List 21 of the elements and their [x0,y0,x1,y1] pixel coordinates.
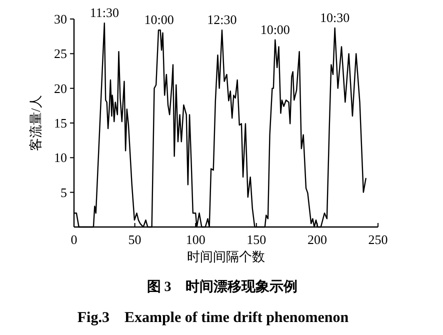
y-tick-label: 10 [54,150,67,166]
x-tick-label: 250 [368,232,388,247]
x-tick-label: 200 [307,232,327,247]
text: Fig.3 Example of time drift phenomenon [77,310,350,326]
annotation: 12:30 [207,12,237,28]
annotation: 10:00 [144,12,174,28]
y-tick-label: 15 [54,116,67,130]
x-tick-label: 150 [246,232,266,247]
y-tick-label: 30 [54,12,67,26]
y-axis-title: 客流量/人 [28,95,43,151]
x-axis-title: 时间间隔个数 [187,249,265,264]
text: 图 3 时间漂移现象示例 [146,279,298,295]
x-tick-label: 50 [128,232,142,247]
y-tick-label: 20 [54,80,67,96]
annotation: 10:00 [260,22,290,37]
y-tick-label: 5 [60,184,67,200]
x-tick-label: 100 [186,232,206,247]
annotation: 11:30 [90,5,119,20]
x-tick-label: 0 [70,232,78,247]
annotation: 10:30 [320,10,350,26]
y-tick-label: 25 [54,46,67,62]
